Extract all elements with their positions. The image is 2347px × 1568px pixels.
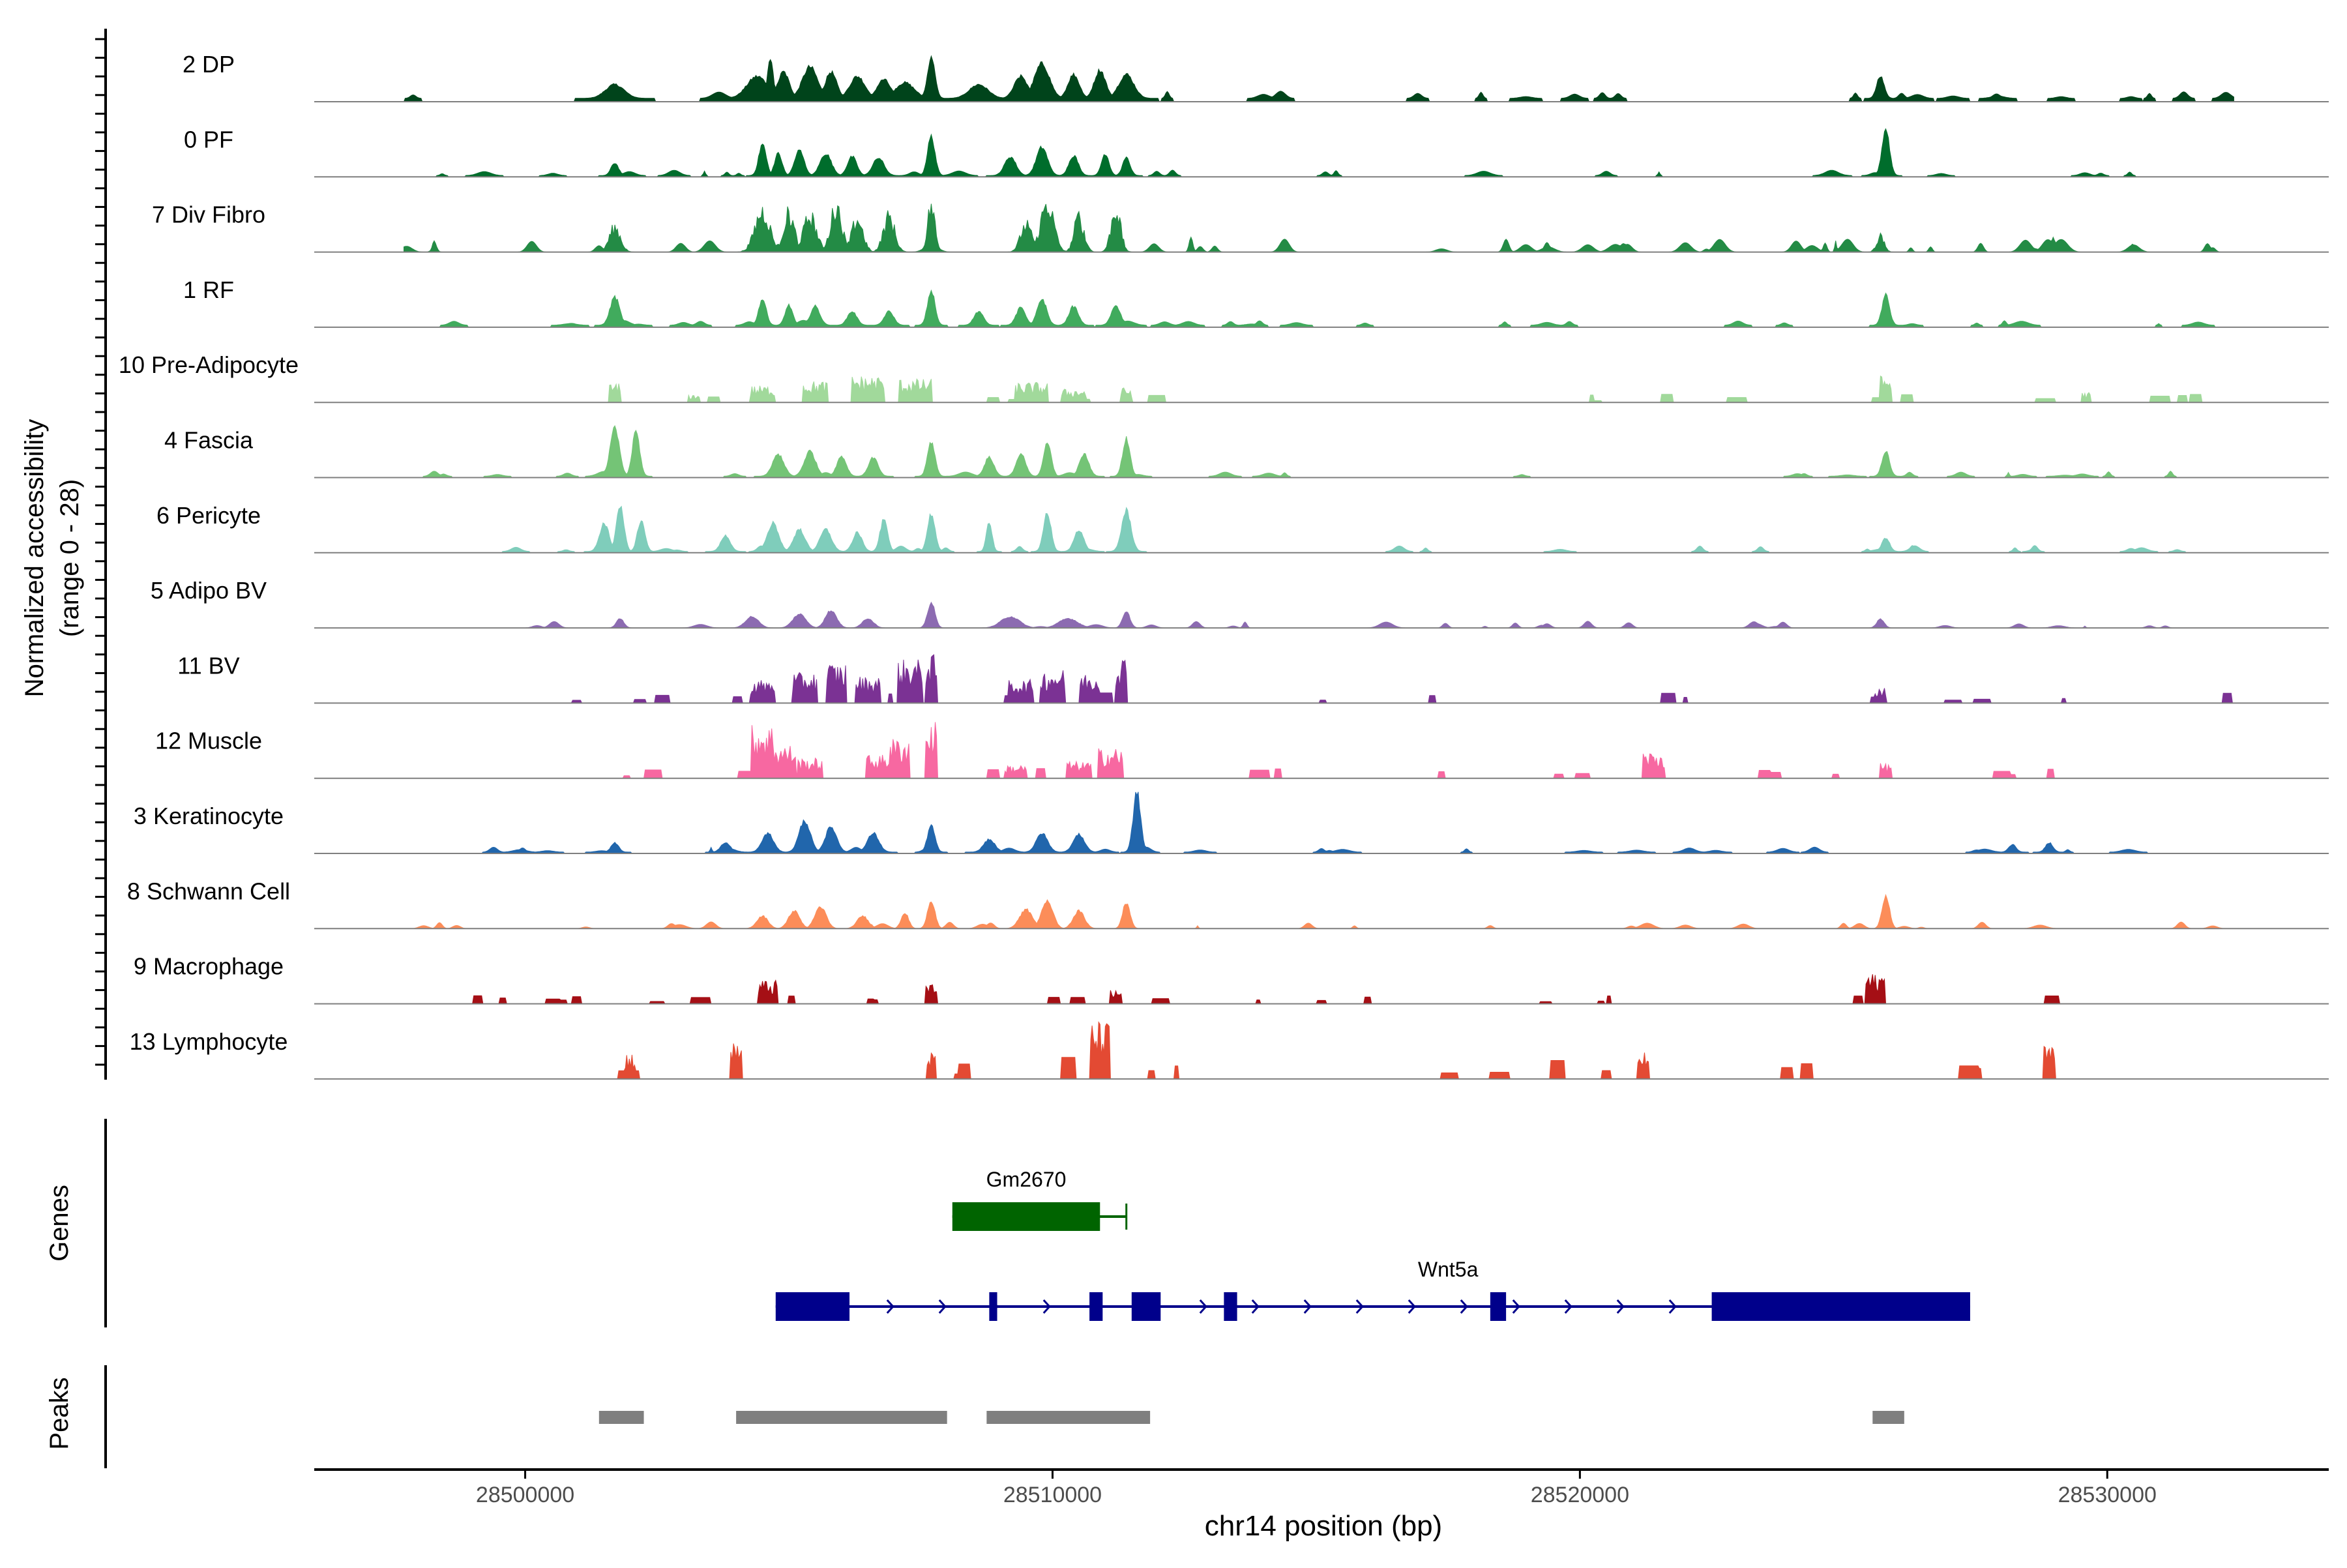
track-label: 11 BV [177,652,239,679]
track-4-fascia: 4 Fascia [164,424,2329,479]
track-area [451,654,2234,703]
strand-arrow [1408,1299,1416,1314]
gene-wnt5a: Wnt5a [775,1258,1970,1321]
track-area [404,289,2234,328]
track-label: 1 RF [183,276,234,303]
strand-arrow [1460,1299,1468,1314]
track-area [404,128,2234,178]
track-13-lymphocyte: 13 Lymphocyte [130,1021,2329,1080]
track-2-dp: 2 DP [183,51,2329,103]
strand-arrow [1355,1299,1364,1314]
strand-arrow [1199,1299,1207,1314]
track-area [472,601,2234,629]
track-5-adipo-bv: 5 Adipo BV [151,577,2329,629]
track-label: 13 Lymphocyte [130,1028,288,1055]
track-area [403,55,2234,103]
genes-panel-label: Genes [45,1185,74,1262]
track-9-macrophage: 9 Macrophage [134,953,2329,1005]
track-label: 0 PF [184,126,233,153]
exon [989,1292,997,1321]
accessibility-tracks: 2 DP 0 PF 7 Div Fibro 1 RF 10 Pre-Adipocyte 4… [119,51,2329,1080]
exon [1490,1292,1507,1321]
track-label: 10 Pre-Adipocyte [119,351,299,378]
exon [775,1292,850,1321]
x-axis: 28500000 28510000 28520000 28530000 [314,1468,2329,1507]
track-area [615,1021,2176,1080]
track-8-schwann-cell: 8 Schwann Cell [127,878,2329,930]
x-tick-label: 28500000 [476,1483,574,1507]
track-area [404,894,2234,929]
strand-arrow [886,1299,894,1314]
track-label: 4 Fascia [164,427,254,454]
track-area [598,375,2234,403]
axes: Normalized accessibility (range 0 - 28) … [20,29,1442,1542]
exon [952,1202,1100,1231]
y-axis-label-line1: Normalized accessibility [20,419,49,698]
strand-arrow [1616,1299,1625,1314]
gene-gm2670: Gm2670 [952,1168,1128,1231]
track-0-pf: 0 PF [184,126,2329,178]
peak [986,1411,1151,1424]
peak [736,1411,947,1424]
track-label: 8 Schwann Cell [127,878,290,904]
track-10-pre-adipocyte: 10 Pre-Adipocyte [119,351,2329,404]
strand-arrow [1303,1299,1312,1314]
track-7-div-fibro: 7 Div Fibro [152,201,2329,253]
track-6-pericyte: 6 Pericyte [156,502,2329,554]
exon [1224,1292,1237,1321]
exon [1089,1292,1103,1321]
peak [598,1411,644,1424]
track-label: 12 Muscle [155,728,262,754]
track-area [472,974,2108,1005]
track-label: 9 Macrophage [134,953,284,980]
y-axis-label-line2: (range 0 - 28) [55,479,84,637]
track-11-bv: 11 BV [177,652,2329,704]
track-label: 5 Adipo BV [151,577,267,604]
track-3-keratinocyte: 3 Keratinocyte [134,791,2329,854]
strand-arrow [938,1299,947,1314]
x-tick-label: 28510000 [1003,1483,1102,1507]
exon [1711,1292,1970,1321]
peak [1872,1411,1904,1424]
exon [1131,1292,1161,1321]
track-label: 7 Div Fibro [152,201,265,228]
track-label: 2 DP [183,51,235,78]
strand-arrow [1564,1299,1572,1314]
gene-annotation-track: Gm2670 Wnt5a [775,1168,1970,1321]
track-area [404,505,2234,554]
x-tick-label: 28530000 [2058,1483,2157,1507]
strand-arrow [1251,1299,1260,1314]
track-label: 3 Keratinocyte [134,803,284,829]
strand-arrow [1512,1299,1520,1314]
track-1-rf: 1 RF [183,276,2329,328]
track-area [404,203,2234,253]
gene-label: Wnt5a [1418,1258,1479,1281]
peaks-panel-label: Peaks [45,1377,74,1449]
track-area [404,424,2234,478]
gene-label: Gm2670 [986,1168,1067,1191]
peaks-track [598,1411,1904,1424]
track-12-muscle: 12 Muscle [155,722,2329,779]
x-tick-label: 28520000 [1531,1483,1629,1507]
strand-arrow [1042,1299,1051,1314]
track-area [593,722,2234,779]
track-label: 6 Pericyte [156,502,261,529]
track-area [404,791,2234,854]
strand-arrow [1668,1299,1677,1314]
x-axis-label: chr14 position (bp) [1205,1510,1442,1542]
